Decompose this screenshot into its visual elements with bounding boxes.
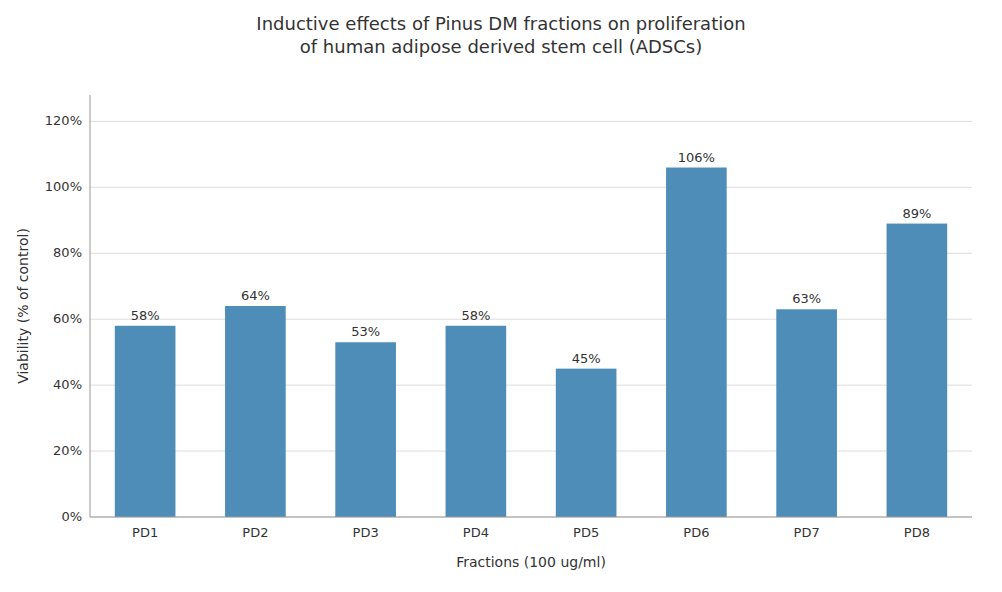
x-tick-label: PD6 xyxy=(683,525,709,540)
chart-container: Inductive effects of Pinus DM fractions … xyxy=(0,0,1002,592)
x-tick-label: PD7 xyxy=(794,525,820,540)
y-axis-line xyxy=(90,95,91,517)
grid-line xyxy=(90,319,972,320)
grid xyxy=(90,121,972,517)
y-tick-label: 0% xyxy=(61,509,82,524)
x-tick-label: PD4 xyxy=(463,525,489,540)
bars xyxy=(115,168,947,517)
y-axis-label: Viability (% of control) xyxy=(15,228,31,384)
bar xyxy=(335,342,396,517)
grid-line xyxy=(90,253,972,254)
y-tick-label: 100% xyxy=(45,179,82,194)
data-label: 58% xyxy=(131,308,160,323)
bar xyxy=(556,369,617,517)
bar xyxy=(776,309,837,517)
x-tick-label: PD2 xyxy=(242,525,268,540)
data-label: 45% xyxy=(572,351,601,366)
x-tick-label: PD5 xyxy=(573,525,599,540)
grid-line xyxy=(90,121,972,122)
y-tick-label: 120% xyxy=(45,113,82,128)
x-tick-label: PD1 xyxy=(132,525,158,540)
y-tick-label: 20% xyxy=(53,443,82,458)
grid-line xyxy=(90,385,972,386)
grid-line xyxy=(90,517,972,518)
grid-line xyxy=(90,187,972,188)
bar xyxy=(115,326,176,517)
bar xyxy=(666,168,727,517)
chart-svg: Inductive effects of Pinus DM fractions … xyxy=(0,0,1002,592)
data-label: 63% xyxy=(792,291,821,306)
data-label: 89% xyxy=(902,206,931,221)
x-axis-line xyxy=(90,517,972,518)
bar xyxy=(887,224,948,517)
x-axis-label: Fractions (100 ug/ml) xyxy=(456,554,606,570)
x-tick-label: PD3 xyxy=(353,525,379,540)
chart-title: Inductive effects of Pinus DM fractions … xyxy=(256,13,745,57)
data-label: 106% xyxy=(678,150,715,165)
title-line: of human adipose derived stem cell (ADSC… xyxy=(300,36,702,57)
title-line: Inductive effects of Pinus DM fractions … xyxy=(256,13,745,34)
bar xyxy=(225,306,286,517)
x-tick-label: PD8 xyxy=(904,525,930,540)
y-tick-label: 80% xyxy=(53,245,82,260)
grid-line xyxy=(90,451,972,452)
y-tick-label: 40% xyxy=(53,377,82,392)
data-label: 58% xyxy=(461,308,490,323)
data-label: 53% xyxy=(351,324,380,339)
data-label: 64% xyxy=(241,288,270,303)
bar xyxy=(446,326,507,517)
y-tick-label: 60% xyxy=(53,311,82,326)
